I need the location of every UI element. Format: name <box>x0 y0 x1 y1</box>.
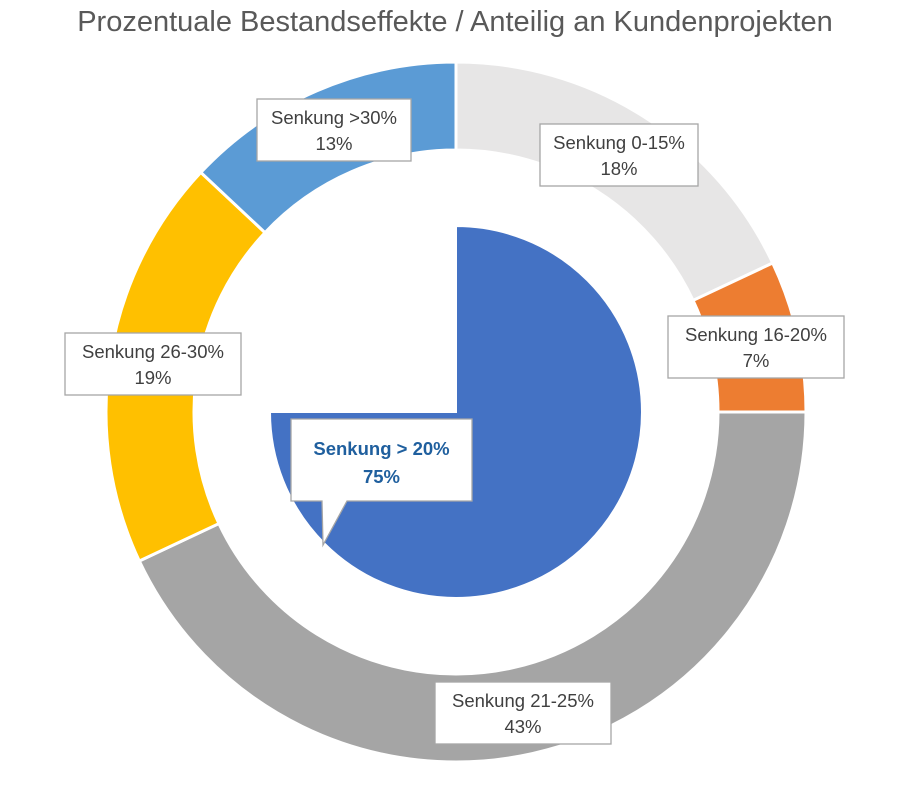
data-label-value: 43% <box>504 716 541 737</box>
data-label-box <box>256 98 412 162</box>
callout-category: Senkung > 20% <box>313 438 449 459</box>
data-label-senkung-16-20: Senkung 16-20% 7% <box>667 315 845 379</box>
data-label-category: Senkung >30% <box>271 107 397 128</box>
data-label-category: Senkung 26-30% <box>82 341 224 362</box>
data-label-senkung-26-30: Senkung 26-30% 19% <box>64 332 242 396</box>
data-label-senkung-30: Senkung >30% 13% <box>256 98 412 162</box>
callout-box <box>290 418 473 548</box>
data-label-category: Senkung 16-20% <box>685 324 827 345</box>
data-label-value: 19% <box>134 367 171 388</box>
inner-pie <box>268 224 643 599</box>
data-label-box <box>539 123 699 187</box>
data-label-senkung-0-15: Senkung 0-15% 18% <box>539 123 699 187</box>
slice-senkung-20 <box>268 224 643 599</box>
slice-senkung-21-25 <box>137 410 808 764</box>
data-labels: Senkung 0-15%18%Senkung 16-20%7%Senkung … <box>64 98 845 745</box>
data-label-senkung-21-25: Senkung 21-25% 43% <box>434 681 612 745</box>
data-label-category: Senkung 21-25% <box>452 690 594 711</box>
data-label-box <box>667 315 845 379</box>
data-label-category: Senkung 0-15% <box>553 132 685 153</box>
chart-title: Prozentuale Bestandseffekte / Anteilig a… <box>77 6 833 38</box>
callout-label-senkung-20: Senkung > 20% 75% <box>290 418 473 548</box>
data-label-box <box>434 681 612 745</box>
callout-value: 75% <box>363 466 400 487</box>
data-label-value: 7% <box>743 350 770 371</box>
data-label-value: 13% <box>315 133 352 154</box>
data-label-box <box>64 332 242 396</box>
data-label-value: 18% <box>600 158 637 179</box>
